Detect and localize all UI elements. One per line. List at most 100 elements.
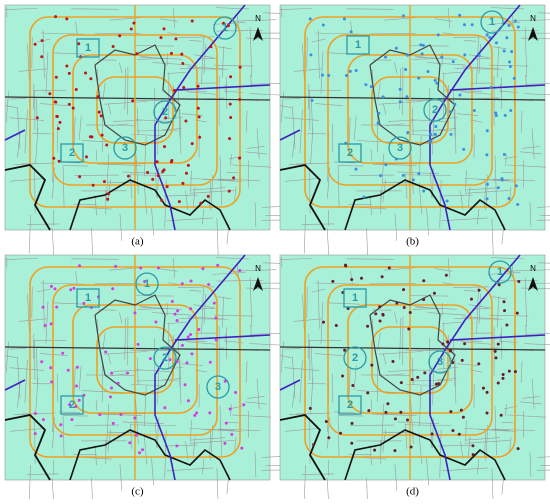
event-dot (178, 200, 181, 203)
panel-caption: (a) (131, 236, 144, 248)
event-dot (232, 176, 235, 179)
event-dot (350, 30, 353, 33)
event-dot (89, 77, 92, 80)
event-dot (154, 320, 157, 323)
event-dot (399, 100, 402, 103)
event-dot (181, 282, 184, 285)
event-dot (173, 89, 176, 92)
event-dot (76, 366, 79, 369)
event-dot (422, 279, 425, 282)
event-dot (486, 197, 489, 200)
event-dot (374, 312, 377, 315)
event-dot (309, 407, 312, 410)
event-dot (228, 190, 231, 193)
event-dot (502, 373, 505, 376)
event-dot (495, 41, 498, 44)
event-dot (395, 302, 398, 305)
event-dot (458, 94, 461, 97)
event-dot (400, 381, 403, 384)
event-dot (515, 184, 518, 187)
event-dot (508, 197, 511, 200)
event-dot (517, 447, 520, 450)
event-dot (312, 443, 315, 446)
event-dot (335, 324, 338, 327)
event-dot (139, 266, 142, 269)
event-dot (514, 370, 517, 373)
event-dot (112, 422, 115, 425)
event-dot (417, 77, 420, 80)
event-dot (112, 45, 115, 48)
event-dot (309, 17, 312, 20)
event-dot (462, 148, 465, 151)
event-dot (207, 283, 210, 286)
event-dot (478, 54, 481, 57)
cluster-label: 1 (144, 278, 150, 290)
event-dot (339, 432, 342, 435)
event-dot (504, 114, 507, 117)
event-dot (460, 409, 463, 412)
event-dot (70, 418, 73, 421)
event-dot (360, 277, 363, 280)
event-dot (309, 53, 312, 56)
event-dot (168, 358, 171, 361)
cluster-label: 2 (162, 352, 168, 364)
event-dot (50, 322, 53, 325)
event-dot (190, 352, 193, 355)
event-dot (429, 133, 432, 136)
event-dot (497, 382, 500, 385)
event-dot (68, 72, 71, 75)
event-dot (110, 386, 113, 389)
event-dot (103, 180, 106, 183)
event-dot (510, 50, 513, 53)
event-dot (494, 350, 497, 353)
event-dot (174, 313, 177, 316)
event-dot (327, 436, 330, 439)
event-dot (69, 288, 72, 291)
event-dot (166, 185, 169, 188)
event-dot (449, 349, 452, 352)
event-dot (377, 122, 380, 125)
event-dot (450, 133, 453, 136)
event-dot (191, 19, 194, 22)
event-dot (100, 114, 103, 117)
event-dot (422, 190, 425, 193)
event-dot (110, 372, 113, 375)
event-dot (157, 174, 160, 177)
event-dot (399, 88, 402, 91)
event-dot (509, 109, 512, 112)
event-dot (404, 68, 407, 71)
event-dot (327, 74, 330, 77)
event-dot (517, 280, 520, 283)
event-dot (378, 305, 381, 308)
event-dot (344, 264, 347, 267)
event-dot (402, 288, 405, 291)
event-dot (370, 364, 373, 367)
event-dot (44, 324, 47, 327)
event-dot (61, 352, 64, 355)
event-dot (68, 103, 71, 106)
event-dot (36, 116, 39, 119)
event-dot (40, 55, 43, 58)
event-dot (482, 387, 485, 390)
event-dot (198, 136, 201, 139)
event-dot (201, 267, 204, 270)
event-dot (486, 33, 489, 36)
event-dot (411, 378, 414, 381)
event-dot (395, 47, 398, 50)
event-dot (58, 121, 61, 124)
event-dot (185, 172, 188, 175)
event-dot (349, 70, 352, 73)
event-dot (78, 175, 81, 178)
event-dot (133, 311, 136, 314)
event-dot (410, 446, 413, 449)
event-dot (53, 287, 56, 290)
event-dot (78, 399, 81, 402)
event-dot (126, 372, 129, 375)
event-dot (75, 88, 78, 91)
event-dot (503, 300, 506, 303)
event-dot (384, 56, 387, 59)
event-dot (453, 103, 456, 106)
event-dot (472, 453, 475, 456)
event-dot (507, 24, 510, 27)
